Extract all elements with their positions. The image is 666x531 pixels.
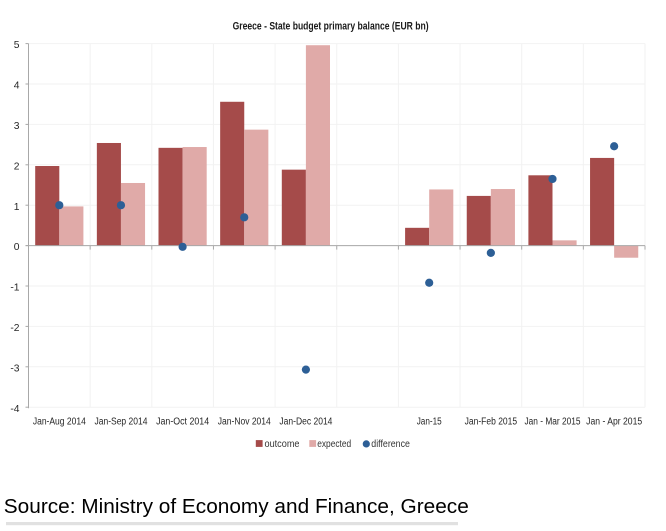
svg-text:-4: -4 [10,404,19,415]
svg-text:-2: -2 [10,323,19,334]
svg-text:Jan-Nov 2014: Jan-Nov 2014 [218,417,271,428]
svg-text:3: 3 [14,121,20,132]
svg-text:outcome: outcome [265,439,300,450]
svg-text:Jan - Mar 2015: Jan - Mar 2015 [525,417,581,428]
svg-text:Jan-Aug 2014: Jan-Aug 2014 [33,417,86,428]
svg-text:4: 4 [14,81,20,92]
svg-text:Jan-Feb 2015: Jan-Feb 2015 [465,417,518,428]
svg-text:difference: difference [371,439,410,450]
svg-text:-1: -1 [10,283,19,294]
svg-text:2: 2 [14,161,20,172]
svg-text:-3: -3 [10,363,19,374]
svg-text:expected: expected [317,439,351,450]
svg-text:Jan-Sep 2014: Jan-Sep 2014 [94,417,147,428]
svg-text:Jan-15: Jan-15 [417,417,442,428]
svg-text:Greece - State budget primary: Greece - State budget primary balance (E… [233,20,429,32]
svg-text:Source: Ministry of Economy an: Source: Ministry of Economy and Finance,… [4,496,469,518]
svg-text:1: 1 [14,202,20,213]
svg-text:0: 0 [14,242,20,253]
svg-text:Jan - Apr 2015: Jan - Apr 2015 [586,417,642,428]
svg-text:Jan-Oct 2014: Jan-Oct 2014 [156,417,209,428]
svg-text:Jan-Dec 2014: Jan-Dec 2014 [279,417,332,428]
svg-text:5: 5 [14,40,20,51]
